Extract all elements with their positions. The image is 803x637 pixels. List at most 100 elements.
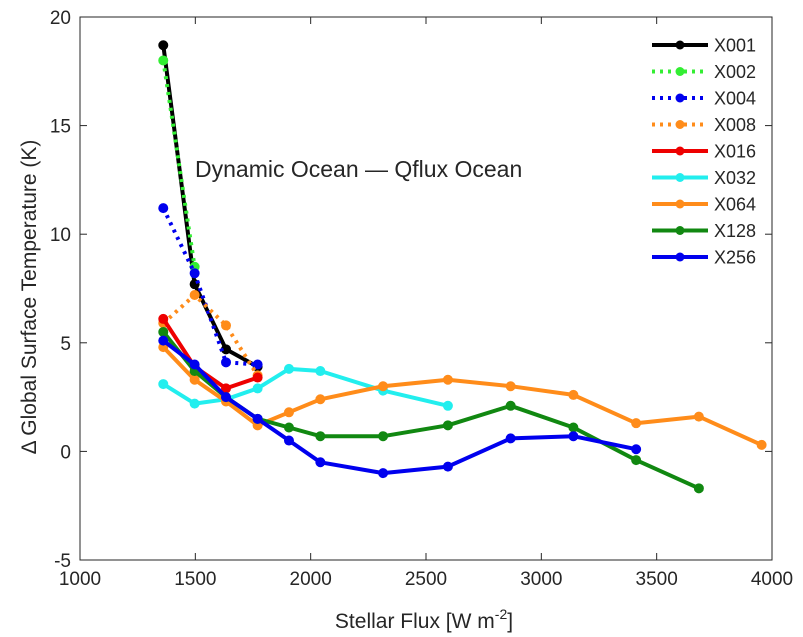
data-point [252,359,263,370]
legend-item: X001 [652,36,756,56]
legend-item: X064 [652,195,756,215]
series-line [161,293,260,377]
legend-swatch-marker [675,226,685,235]
data-point [221,320,232,331]
legend-item: X128 [652,221,756,241]
legend-item: X032 [652,168,756,188]
legend-label: X128 [714,221,756,241]
x-tick-label: 2000 [290,569,332,590]
y-axis-label: Δ Global Surface Temperature (K) [18,140,41,455]
data-point [756,439,767,450]
data-point [221,392,232,403]
data-point [252,372,263,383]
x-axis-label-end: ] [507,610,513,633]
data-point [158,203,169,214]
legend-swatch-marker [675,40,685,50]
legend-item: X004 [652,89,756,109]
data-point [158,40,169,51]
data-point [442,374,453,385]
data-point [631,444,642,455]
data-point [378,468,389,479]
x-tick-label: 2500 [405,569,447,590]
series-line [161,60,197,268]
legend-item: X016 [652,142,756,162]
legend-label: X064 [714,195,756,215]
data-point [631,418,642,429]
data-point [442,400,453,411]
series-layer [158,40,767,494]
legend-item: X008 [652,115,756,135]
legend-label: X002 [714,62,756,82]
legend-swatch-marker [675,93,685,103]
x-axis-label-main: Stellar Flux [W m [335,610,495,633]
legend-item: X002 [652,62,756,82]
data-point [631,455,642,466]
data-point [252,413,263,424]
data-point [315,394,326,405]
series-line [161,317,259,391]
legend: X001 X002 X004 X008 X016 X032 X064 X128 X256 [652,36,756,268]
legend-swatch-marker [675,67,685,76]
data-point [378,381,389,392]
data-point [378,431,389,442]
y-tick-label: 10 [50,225,71,246]
axes-layer: 1000 1500 2000 2500 3000 3500 4000 -5 0 5 10 15 20 [50,8,793,590]
y-tick-label: 15 [50,117,71,138]
x-tick-label: 4000 [751,569,793,590]
legend-label: X256 [714,248,756,268]
data-point [189,374,200,385]
legend-swatch-marker [675,146,685,156]
y-tick-label: 5 [60,334,71,355]
data-point [315,431,326,442]
data-point [158,379,169,390]
series-x004 [158,203,263,370]
data-point [442,420,453,431]
data-point [283,363,294,374]
data-point [283,422,294,433]
data-point [505,400,516,411]
data-point [158,326,169,337]
series-x256 [158,335,642,479]
legend-item: X256 [652,248,756,268]
data-point [158,313,169,324]
chart-annotation: Dynamic Ocean — Qflux Ocean [195,156,522,182]
legend-swatch-marker [675,173,685,182]
data-point [158,55,169,66]
legend-swatch-marker [675,252,685,262]
data-point [189,359,200,370]
legend-swatch-marker [675,199,685,209]
data-point [442,461,453,472]
y-tick-label: 20 [50,8,71,29]
legend-label: X001 [714,36,756,56]
legend-swatch-marker [675,120,685,129]
data-point [315,457,326,468]
legend-label: X008 [714,115,756,135]
data-point [221,357,232,368]
data-point [283,435,294,446]
legend-label: X004 [714,89,756,109]
data-point [568,389,579,400]
x-tick-label: 3000 [520,569,562,590]
data-point [568,431,579,442]
data-point [693,483,704,494]
data-point [505,381,516,392]
y-tick-label: 0 [60,442,71,463]
data-point [158,335,169,346]
x-tick-label: 1500 [174,569,216,590]
data-point [189,268,200,279]
data-point [252,383,263,394]
data-point [189,290,200,301]
data-point [693,411,704,422]
data-point [283,407,294,418]
data-point [505,433,516,444]
x-axis-label: Stellar Flux [W m-2] [335,606,513,633]
series-x016 [158,313,263,394]
legend-label: X016 [714,142,756,162]
data-point [315,366,326,377]
data-point [189,398,200,409]
x-axis-label-superscript: -2 [495,606,508,622]
y-tick-label: -5 [54,551,71,572]
x-tick-label: 1000 [59,569,101,590]
